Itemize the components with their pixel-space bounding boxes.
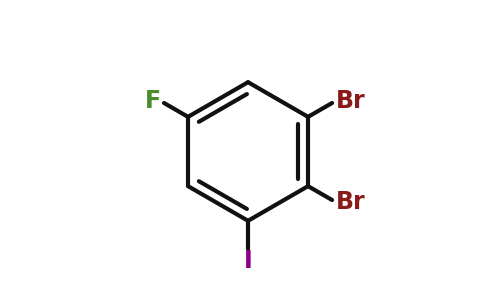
Text: F: F <box>144 89 161 113</box>
Text: Br: Br <box>335 190 365 214</box>
Text: I: I <box>243 249 253 273</box>
Text: Br: Br <box>335 89 365 113</box>
